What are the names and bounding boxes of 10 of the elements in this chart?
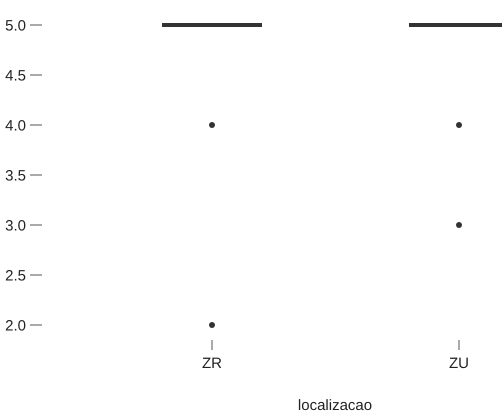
x-tick-label: ZU bbox=[449, 355, 469, 372]
y-tick-label: 2.0 bbox=[5, 317, 26, 334]
y-tick-label: 5.0 bbox=[5, 17, 26, 34]
y-tick-label: 4.5 bbox=[5, 67, 26, 84]
y-tick-label: 3.0 bbox=[5, 217, 26, 234]
y-tick-label: 3.5 bbox=[5, 167, 26, 184]
x-axis-title: localizacao bbox=[298, 397, 372, 414]
y-tick-label: 4.0 bbox=[5, 117, 26, 134]
x-tick-label: ZR bbox=[202, 355, 222, 372]
y-tick-label: 2.5 bbox=[5, 267, 26, 284]
